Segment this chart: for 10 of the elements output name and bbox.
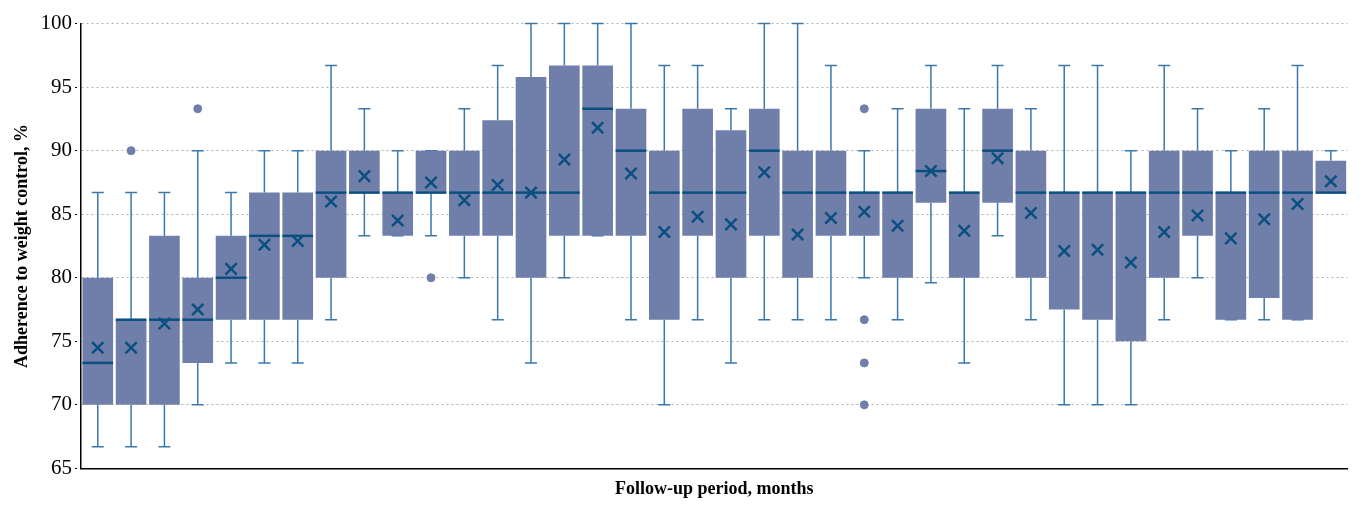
y-tick-label: 75	[51, 327, 73, 352]
y-tick-label: 80	[51, 264, 73, 289]
y-tick-label: 90	[51, 137, 73, 162]
y-tick-label: 100	[40, 10, 73, 35]
y-tick-label: 65	[51, 454, 73, 479]
y-tick-label: 70	[51, 391, 73, 416]
y-tick-label: 95	[51, 73, 73, 98]
x-axis-title: Follow-up period, months	[615, 477, 814, 498]
y-tick-label: 85	[51, 200, 73, 225]
y-axis-title: Adherence to weight control, %	[11, 124, 32, 368]
